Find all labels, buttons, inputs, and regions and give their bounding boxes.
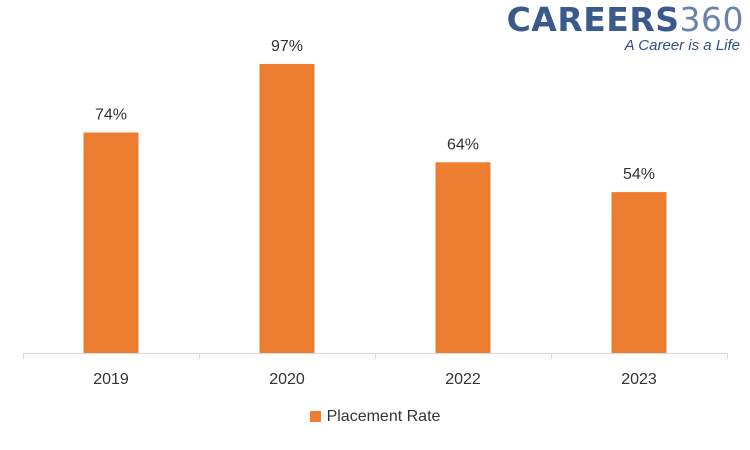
bar-chart: 74% 97% 64% 54% 2019 2020 2022 2023 xyxy=(23,38,728,388)
data-label-2019: 74% xyxy=(95,106,127,123)
x-tick-label-2020: 2020 xyxy=(269,371,305,388)
legend-swatch xyxy=(309,410,321,422)
logo-wordmark: CAREERS360 xyxy=(494,2,744,38)
logo-number: 360 xyxy=(679,0,744,39)
x-tick-label-2019: 2019 xyxy=(93,371,129,388)
careers360-logo: CAREERS360 A Career is a Life xyxy=(494,2,744,54)
data-label-2023: 54% xyxy=(623,166,655,183)
bar-2023 xyxy=(611,192,667,353)
bar-2019 xyxy=(83,132,139,353)
data-label-2020: 97% xyxy=(271,38,303,55)
x-tick-label-2023: 2023 xyxy=(621,371,657,388)
legend-label: Placement Rate xyxy=(326,408,441,425)
bar-2022 xyxy=(435,162,491,353)
logo-word: CAREERS xyxy=(506,0,680,39)
x-tick-label-2022: 2022 xyxy=(445,371,481,388)
chart-legend: Placement Rate xyxy=(0,408,750,426)
bar-2020 xyxy=(259,63,315,353)
logo-tagline: A Career is a Life xyxy=(624,37,740,54)
data-label-2022: 64% xyxy=(447,136,479,153)
